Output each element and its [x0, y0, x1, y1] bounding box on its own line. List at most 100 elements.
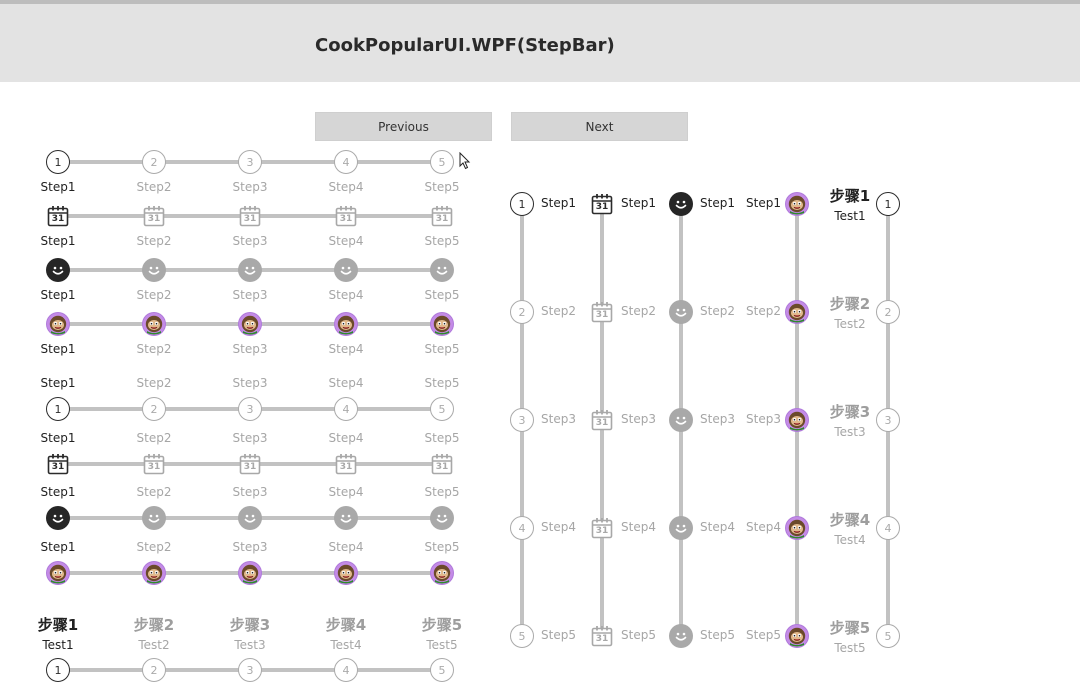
step-number-icon: 2: [510, 300, 534, 324]
step-label: Step5: [424, 485, 460, 499]
step-label: Step3: [232, 234, 268, 248]
calendar-icon: 31: [238, 204, 262, 228]
step-title: 步骤2: [133, 616, 175, 634]
step-title: 步骤5: [829, 619, 871, 637]
step-number-icon: 3: [238, 150, 262, 174]
smile-icon: [142, 258, 166, 282]
calendar-day-label: 31: [51, 214, 65, 224]
step-label: Step4: [328, 234, 364, 248]
step-number-icon: 4: [876, 516, 900, 540]
step-label: Step1: [541, 196, 576, 210]
calendar-icon: 31: [430, 204, 454, 228]
avatar-icon: [46, 312, 70, 336]
smile-icon: [669, 408, 693, 432]
step-label: Step5: [424, 342, 460, 356]
step-title: 步骤3: [229, 616, 271, 634]
step-label: Step3: [746, 412, 781, 426]
step-label: Step2: [621, 304, 656, 318]
step-label: Step5: [424, 376, 460, 390]
avatar-icon: [142, 561, 166, 585]
step-label: Step2: [541, 304, 576, 318]
step-title: 步骤1: [829, 187, 871, 205]
step-label: Step1: [40, 288, 76, 302]
calendar-day-label: 31: [147, 462, 161, 472]
step-number-icon: 1: [46, 150, 70, 174]
step-number-icon: 4: [334, 397, 358, 421]
step-label: Step2: [136, 180, 172, 194]
calendar-icon: 31: [46, 452, 70, 476]
step-label: Step5: [700, 628, 735, 642]
step-title: 步骤3: [829, 403, 871, 421]
step-label: Step1: [700, 196, 735, 210]
avatar-icon: [430, 312, 454, 336]
step-label: Step5: [424, 288, 460, 302]
step-label: Step1: [40, 376, 76, 390]
step-label: Step4: [328, 342, 364, 356]
step-subtitle: Test2: [834, 317, 866, 331]
step-label: Step2: [136, 234, 172, 248]
calendar-icon: 31: [334, 204, 358, 228]
step-number-icon: 3: [876, 408, 900, 432]
step-subtitle: Test4: [330, 638, 362, 652]
smile-icon: [334, 506, 358, 530]
calendar-day-label: 31: [595, 202, 609, 212]
step-label: Step3: [232, 431, 268, 445]
calendar-icon: 31: [590, 408, 614, 432]
step-label: Step4: [700, 520, 735, 534]
step-number-icon: 3: [510, 408, 534, 432]
step-label: Step2: [700, 304, 735, 318]
step-label: Step5: [424, 540, 460, 554]
calendar-day-label: 31: [595, 634, 609, 644]
page-title: CookPopularUI.WPF(StepBar): [315, 35, 615, 56]
calendar-icon: 31: [46, 204, 70, 228]
calendar-icon: 31: [142, 204, 166, 228]
step-number-icon: 2: [876, 300, 900, 324]
step-label: Step3: [700, 412, 735, 426]
step-label: Step4: [328, 180, 364, 194]
step-subtitle: Test5: [426, 638, 458, 652]
step-title: 步骤4: [829, 511, 871, 529]
calendar-day-label: 31: [339, 214, 353, 224]
step-label: Step4: [328, 485, 364, 499]
avatar-icon: [785, 192, 809, 216]
smile-icon: [430, 506, 454, 530]
calendar-icon: 31: [142, 452, 166, 476]
step-number-icon: 2: [142, 658, 166, 682]
step-label: Step5: [746, 628, 781, 642]
smile-icon: [46, 506, 70, 530]
step-label: Step5: [424, 431, 460, 445]
calendar-day-label: 31: [147, 214, 161, 224]
step-label: Step4: [328, 540, 364, 554]
calendar-day-label: 31: [435, 214, 449, 224]
mouse-cursor-icon: [459, 152, 471, 170]
step-number-icon: 3: [238, 397, 262, 421]
smile-icon: [669, 624, 693, 648]
step-label: Step2: [136, 485, 172, 499]
calendar-icon: 31: [590, 624, 614, 648]
avatar-icon: [46, 561, 70, 585]
calendar-day-label: 31: [339, 462, 353, 472]
step-number-icon: 2: [142, 397, 166, 421]
smile-icon: [669, 300, 693, 324]
calendar-day-label: 31: [243, 214, 257, 224]
next-button[interactable]: Next: [511, 112, 688, 141]
step-label: Step3: [232, 180, 268, 194]
step-number-icon: 5: [876, 624, 900, 648]
step-subtitle: Test4: [834, 533, 866, 547]
smile-icon: [238, 258, 262, 282]
step-number-icon: 1: [510, 192, 534, 216]
step-subtitle: Test2: [138, 638, 170, 652]
step-label: Step4: [621, 520, 656, 534]
step-label: Step2: [136, 288, 172, 302]
step-number-icon: 5: [510, 624, 534, 648]
step-number-icon: 1: [46, 658, 70, 682]
step-label: Step4: [746, 520, 781, 534]
step-label: Step1: [40, 540, 76, 554]
step-subtitle: Test1: [42, 638, 74, 652]
step-label: Step2: [136, 540, 172, 554]
calendar-icon: 31: [334, 452, 358, 476]
calendar-day-label: 31: [595, 310, 609, 320]
avatar-icon: [238, 561, 262, 585]
previous-button[interactable]: Previous: [315, 112, 492, 141]
step-label: Step1: [746, 196, 781, 210]
